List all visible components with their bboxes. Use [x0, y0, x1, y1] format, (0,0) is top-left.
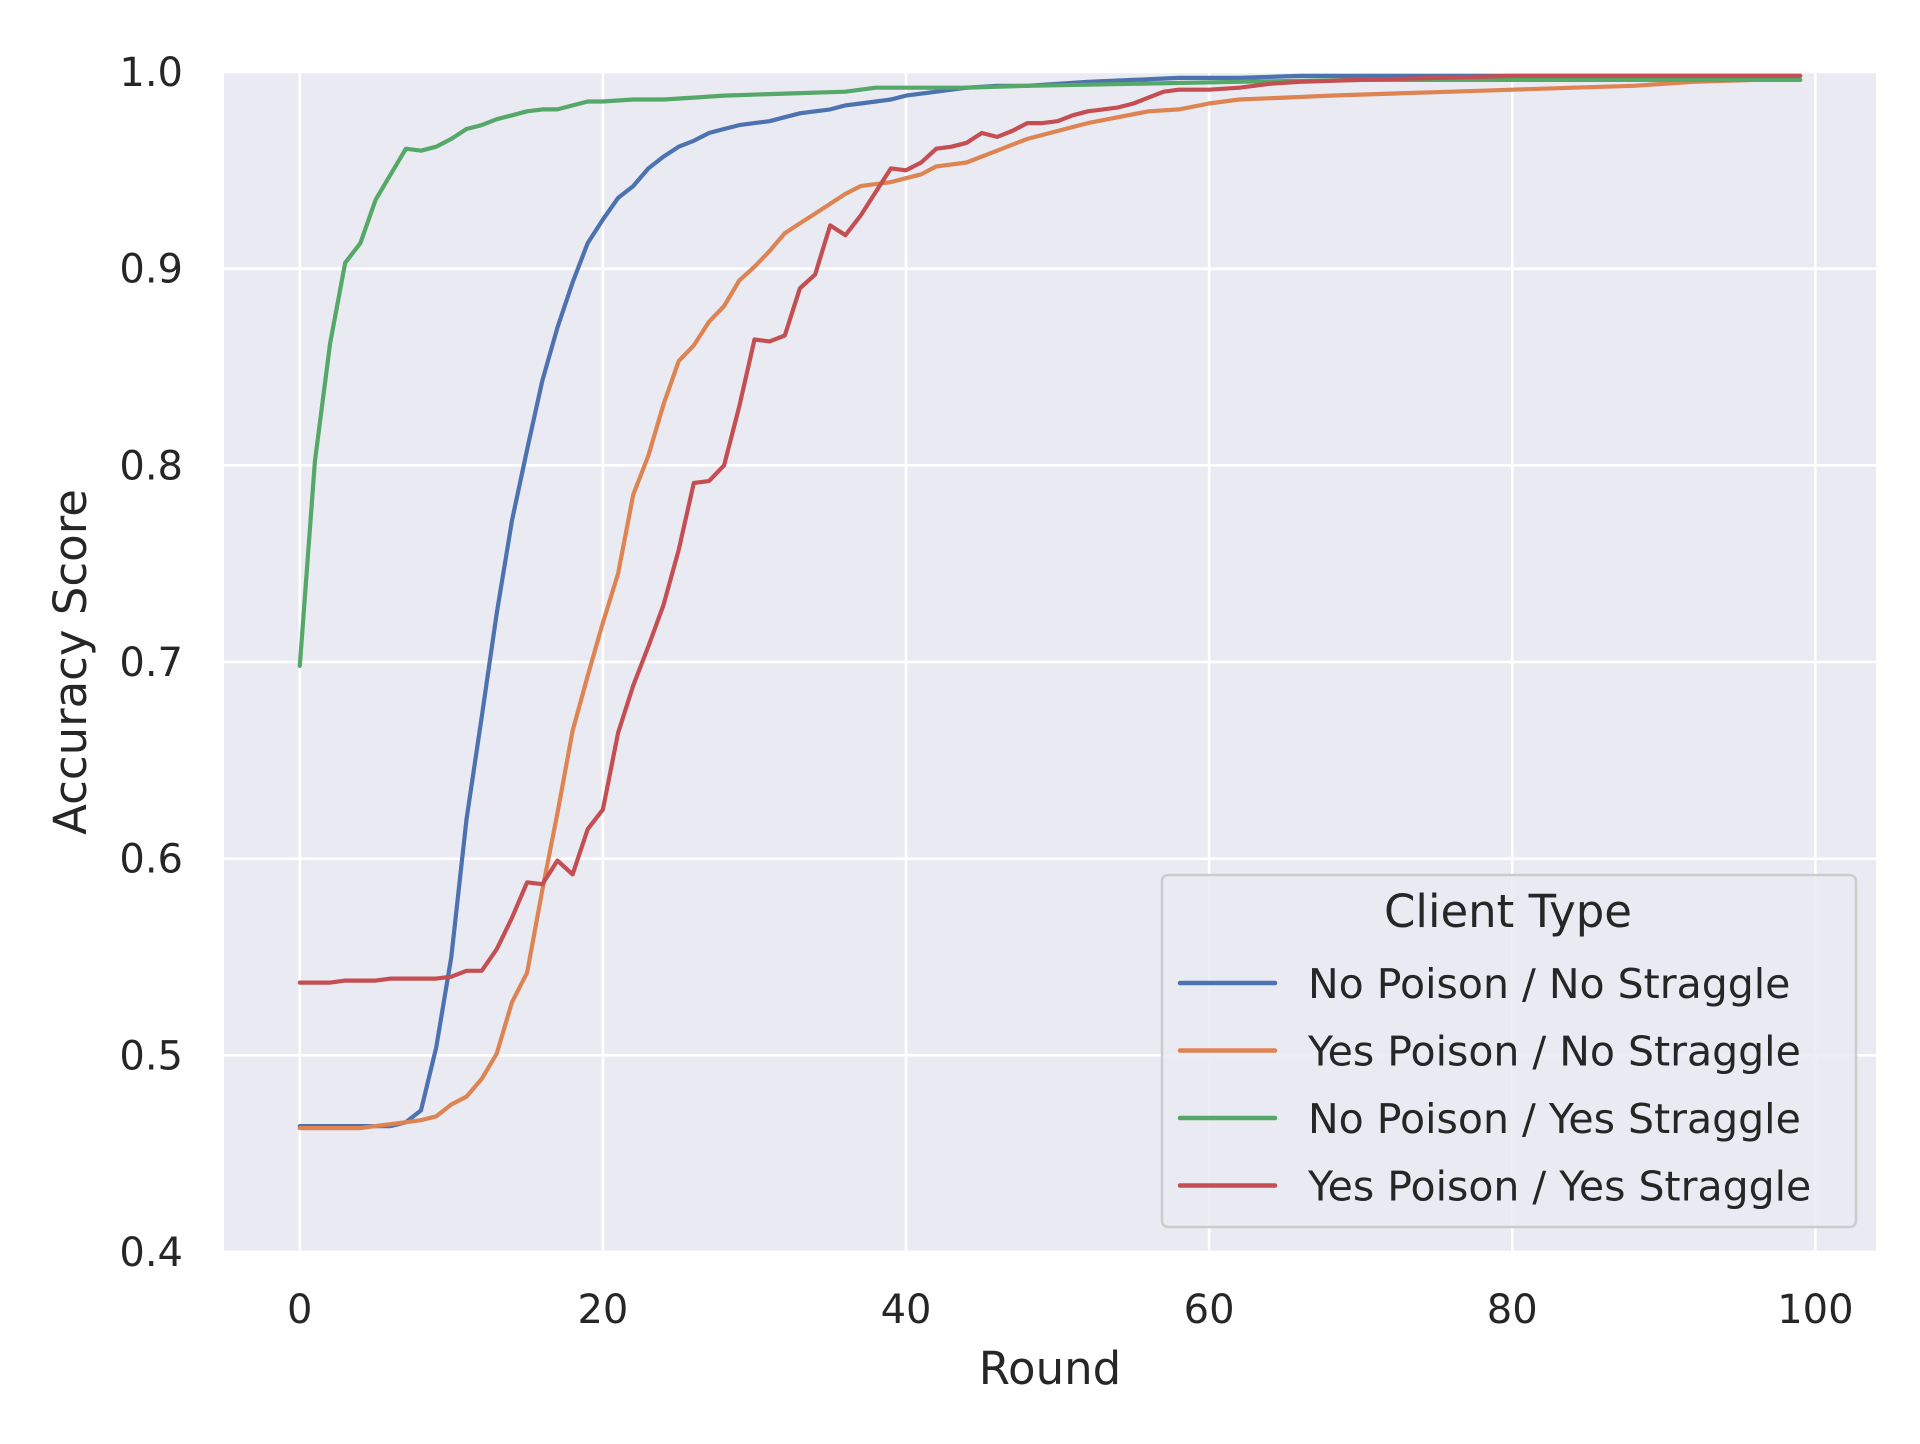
legend-entry: No Poison / Yes Straggle — [1177, 1095, 1801, 1143]
y-tick-label: 0.8 — [119, 443, 183, 489]
legend-entries: No Poison / No Straggle Yes Poison / No S… — [1177, 960, 1811, 1211]
grid-lines — [224, 70, 1876, 1254]
legend: Client Type No Poison / No Straggle Yes P… — [1160, 873, 1858, 1229]
y-tick-label: 0.5 — [119, 1033, 183, 1079]
series-lines — [297, 73, 1803, 1131]
y-tick-label: 1.0 — [119, 50, 183, 96]
y-tick-label: 0.6 — [119, 837, 183, 883]
y-tick-label: 0.7 — [119, 640, 183, 686]
legend-label: No Poison / No Straggle — [1308, 960, 1790, 1008]
legend-label: No Poison / Yes Straggle — [1308, 1095, 1801, 1143]
x-tick-label: 20 — [577, 1287, 628, 1333]
y-tick-labels: 0.4 0.5 0.6 0.7 0.8 0.9 1.0 — [119, 50, 183, 1276]
y-tick-label: 0.4 — [119, 1230, 183, 1276]
legend-entry: Yes Poison / Yes Straggle — [1177, 1163, 1811, 1211]
legend-title: Client Type — [1384, 885, 1632, 938]
series-line-3 — [297, 77, 1803, 668]
x-tick-label: 80 — [1487, 1287, 1538, 1333]
series-line-2 — [297, 77, 1803, 1131]
y-axis-label: Accuracy Score — [44, 489, 97, 835]
legend-label: Yes Poison / No Straggle — [1307, 1028, 1801, 1076]
x-tick-label: 40 — [881, 1287, 932, 1333]
legend-box — [1160, 873, 1858, 1229]
legend-entry: Yes Poison / No Straggle — [1177, 1028, 1801, 1076]
legend-label: Yes Poison / Yes Straggle — [1307, 1163, 1811, 1211]
y-tick-label: 0.9 — [119, 247, 183, 293]
legend-entry: No Poison / No Straggle — [1177, 960, 1790, 1008]
x-tick-label: 60 — [1184, 1287, 1235, 1333]
x-axis-label: Round — [979, 1342, 1121, 1395]
x-tick-label: 0 — [287, 1287, 312, 1333]
x-tick-label: 100 — [1777, 1287, 1853, 1333]
series-line-4 — [297, 73, 1803, 985]
x-tick-labels: 0 20 40 60 80 100 — [287, 1287, 1854, 1333]
